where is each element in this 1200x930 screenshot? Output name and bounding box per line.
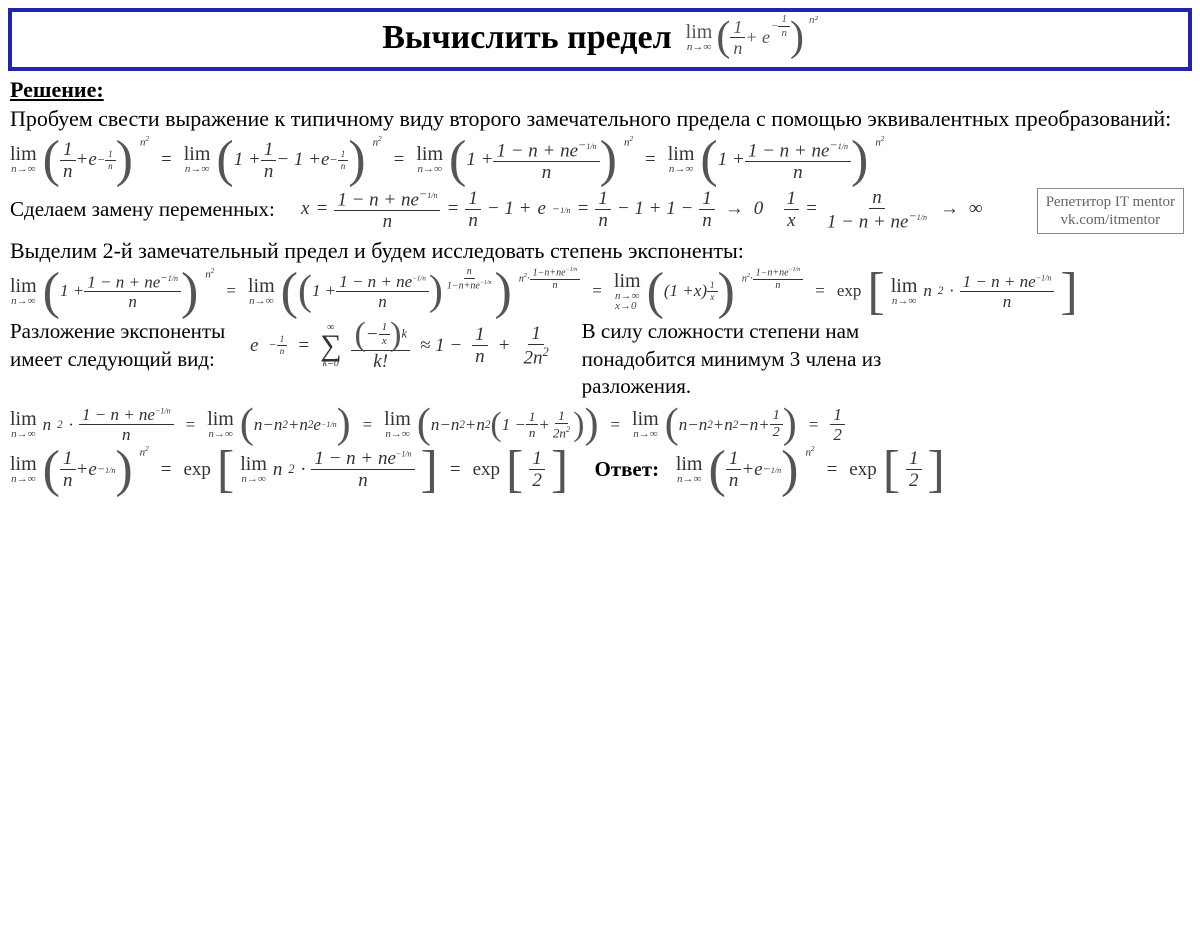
expansion-label-1: Разложение экспоненты — [10, 319, 225, 343]
expansion-label-2: имеет следующий вид: — [10, 347, 215, 371]
credit-line1: Репетитор IT mentor — [1046, 193, 1175, 211]
derivation-line-6: limn→∞ n2 · 1 − n + ne−1/nn = limn→∞ (n … — [10, 406, 1192, 443]
line3-text: Выделим 2-й замечательный предел и будем… — [10, 237, 1190, 265]
intro-text: Пробуем свести выражение к типичному вид… — [10, 105, 1190, 133]
derivation-line-1: limn→∞ ( 1n + e−1n )n2 = limn→∞ ( 1 + 1n… — [10, 139, 1192, 182]
answer-label: Ответ: — [594, 457, 659, 482]
section-heading: Решение: — [10, 77, 1192, 103]
title-formula: limn→∞ ( 1n + e −1n ) n² — [686, 18, 818, 57]
page-title: Вычислить предел — [382, 19, 671, 57]
page-root: Вычислить предел limn→∞ ( 1n + e −1n ) n… — [0, 0, 1200, 505]
derivation-line-2: Сделаем замену переменных: x = 1 − n + n… — [10, 188, 1192, 231]
expansion-note-1: В силу сложности степени нам — [582, 319, 860, 343]
expansion-note-2: понадобится минимум 3 члена из — [582, 347, 882, 371]
credit-box: Репетитор IT mentor vk.com/itmentor — [1037, 188, 1184, 234]
derivation-line-5: Разложение экспоненты имеет следующий ви… — [10, 318, 1192, 400]
credit-line2: vk.com/itmentor — [1046, 211, 1175, 229]
title-box: Вычислить предел limn→∞ ( 1n + e −1n ) n… — [8, 8, 1192, 71]
derivation-line-7: limn→∞ ( 1n + e−1/n )n2 = exp [ limn→∞ n… — [10, 449, 1192, 491]
derivation-line-4: limn→∞ ( 1 + 1 − n + ne−1/nn )n2 = limn→… — [10, 271, 1192, 313]
expansion-note-3: разложения. — [582, 374, 692, 398]
substitution-label: Сделаем замену переменных: — [10, 197, 275, 222]
